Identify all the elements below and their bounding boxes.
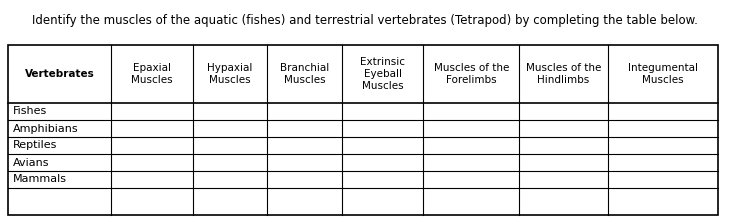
Text: Muscles of the
Hindlimbs: Muscles of the Hindlimbs (526, 63, 601, 85)
Bar (8, 45, 718, 215)
Text: Mammals: Mammals (13, 175, 67, 184)
Text: Extrinsic
Eyeball
Muscles: Extrinsic Eyeball Muscles (360, 57, 405, 91)
Text: Reptiles: Reptiles (13, 140, 58, 151)
Text: Epaxial
Muscles: Epaxial Muscles (131, 63, 173, 85)
Text: Vertebrates: Vertebrates (25, 69, 94, 79)
Text: Integumental
Muscles: Integumental Muscles (628, 63, 698, 85)
Text: Identify the muscles of the aquatic (fishes) and terrestrial vertebrates (Tetrap: Identify the muscles of the aquatic (fis… (31, 14, 698, 27)
Text: Amphibians: Amphibians (13, 124, 79, 134)
Text: Branchial
Muscles: Branchial Muscles (280, 63, 329, 85)
Text: Muscles of the
Forelimbs: Muscles of the Forelimbs (434, 63, 509, 85)
Text: Hypaxial
Muscles: Hypaxial Muscles (207, 63, 252, 85)
Text: Avians: Avians (13, 157, 50, 167)
Text: Fishes: Fishes (13, 107, 47, 116)
